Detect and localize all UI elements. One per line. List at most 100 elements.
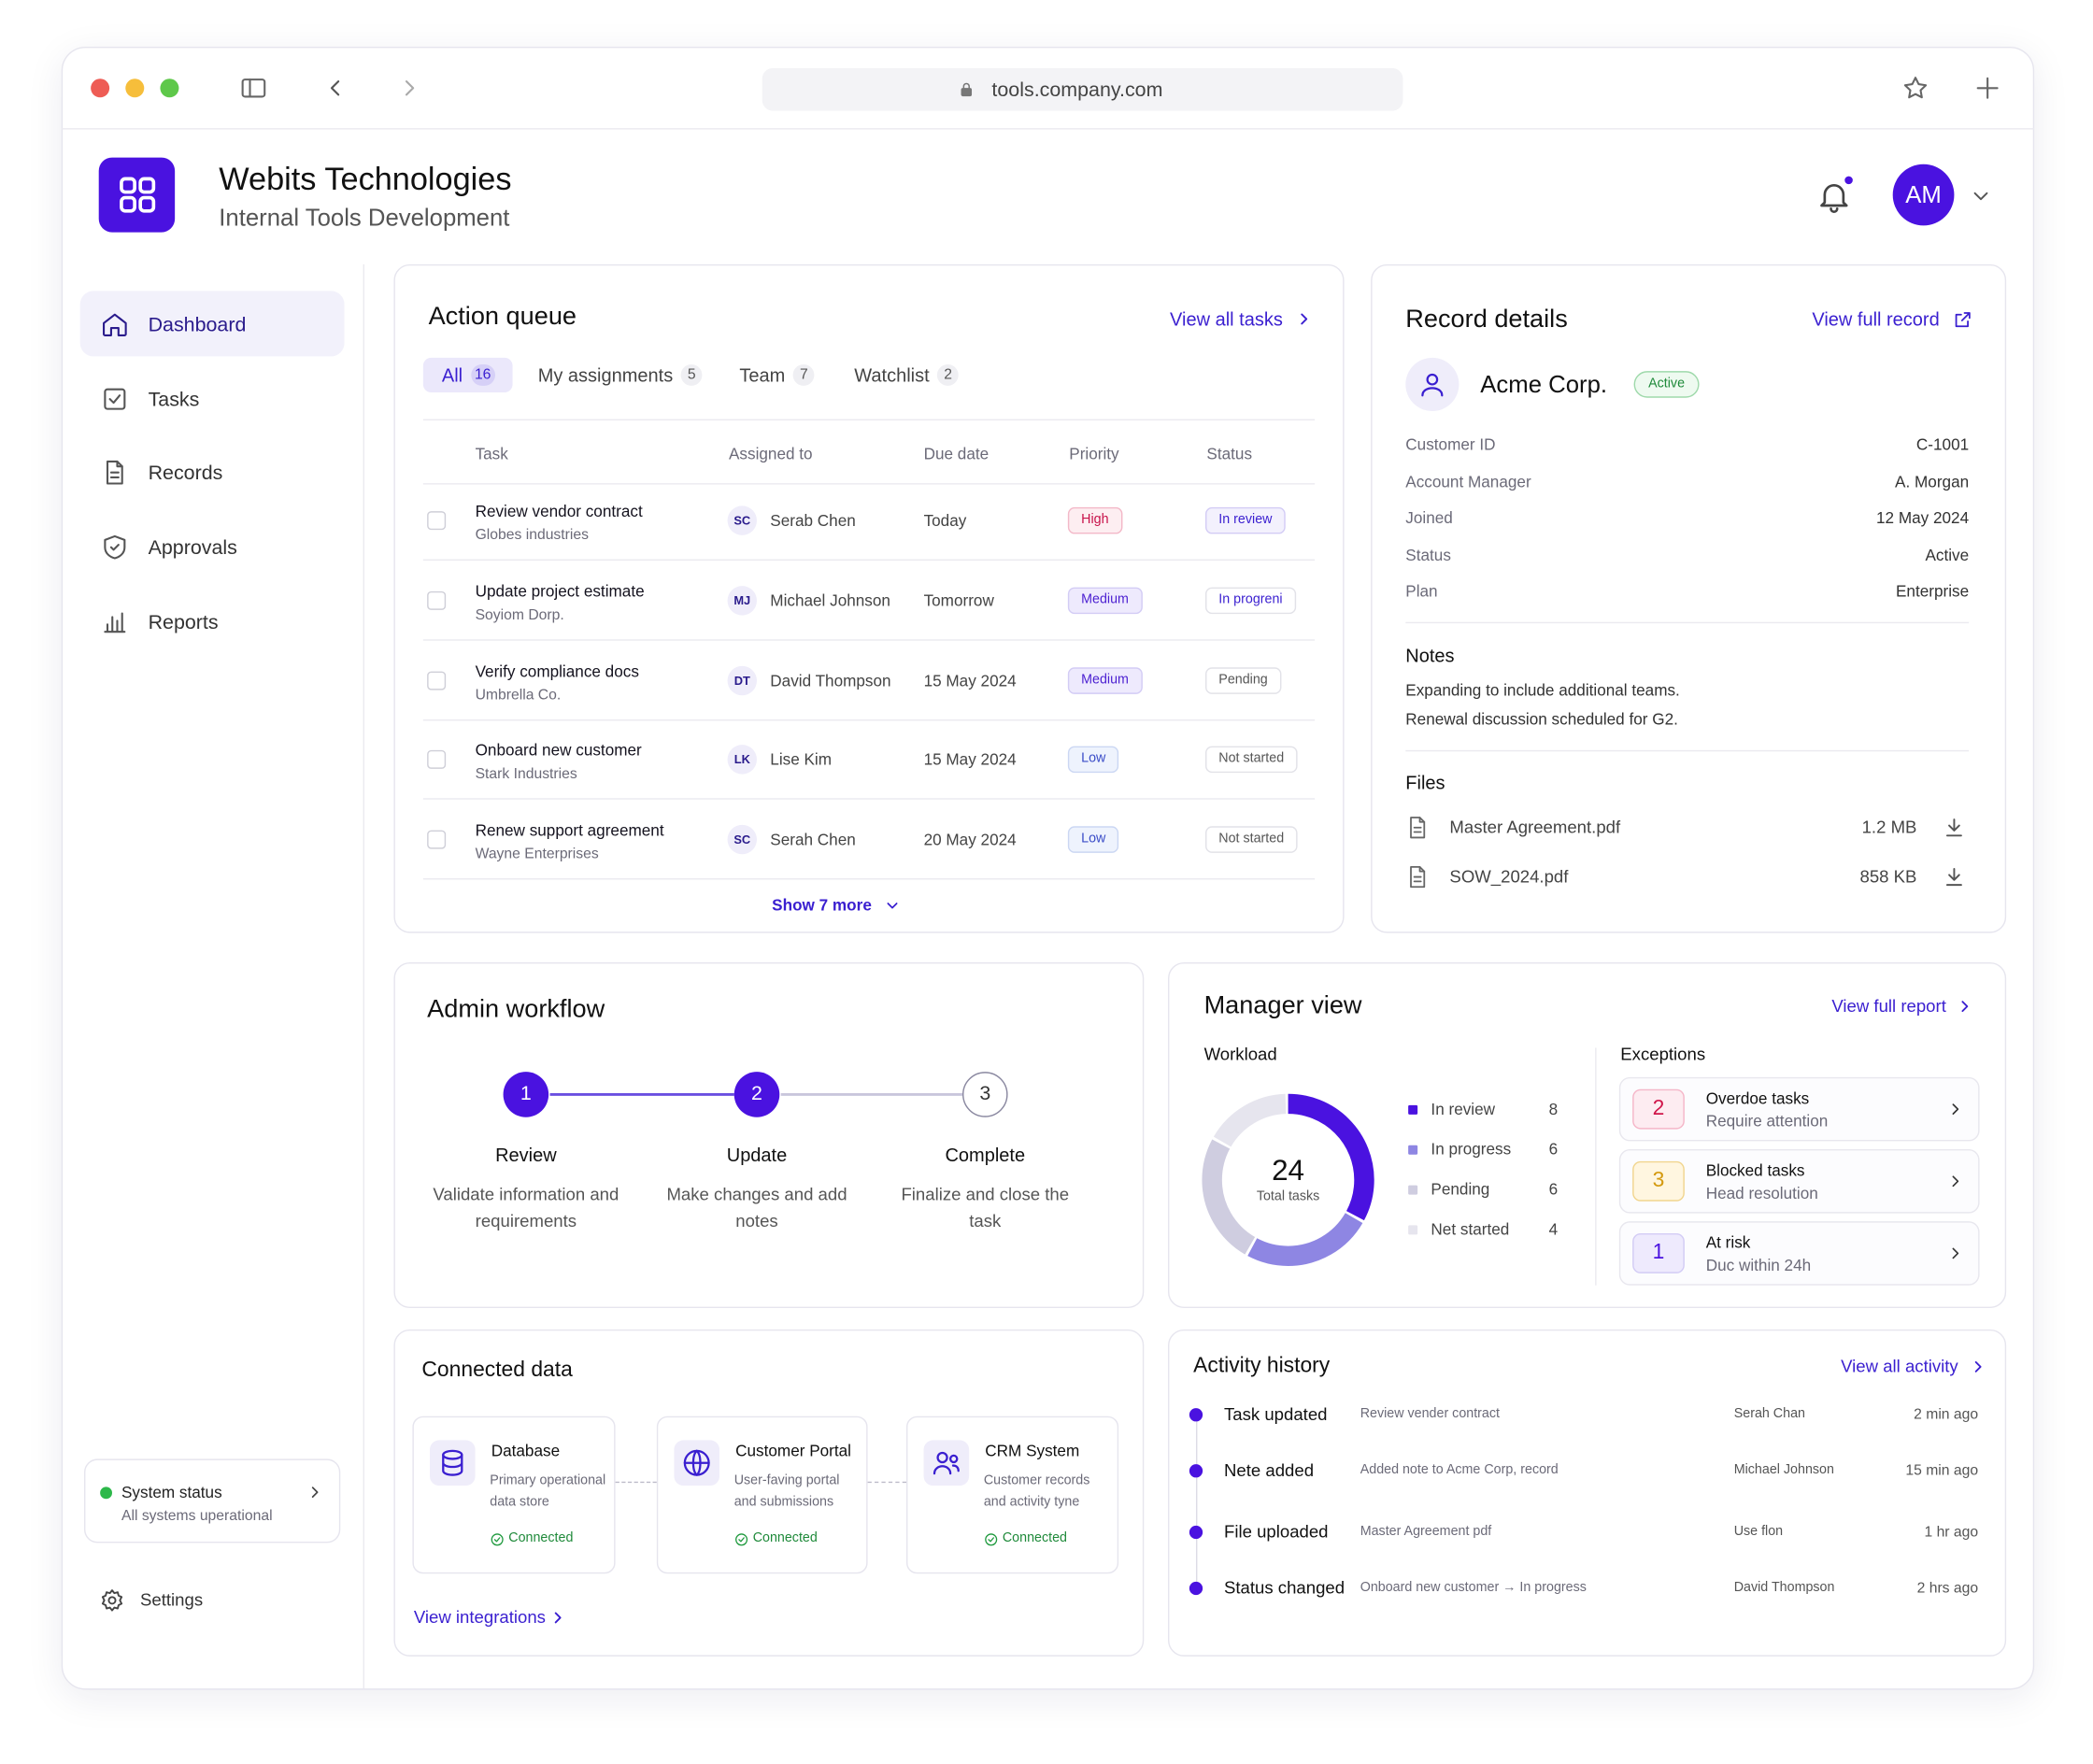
column-header: Task — [475, 443, 508, 462]
donut-segment — [1202, 1093, 1374, 1266]
sidebar-toggle[interactable] — [239, 74, 268, 103]
field-value: Active — [1925, 545, 1970, 564]
app-subtitle: Internal Tools Development — [219, 203, 510, 231]
nav-item[interactable]: Approvals — [148, 535, 237, 559]
download[interactable] — [1943, 816, 1967, 840]
workflow-card — [393, 961, 1145, 1308]
nav-icon[interactable] — [100, 533, 129, 562]
tab[interactable]: My assignments — [537, 363, 674, 386]
connected-icon-shape — [734, 1532, 748, 1545]
app-title: Webits Technologies — [219, 161, 512, 198]
nav-icon-shape — [109, 544, 120, 551]
exception-count: 1 — [1632, 1232, 1685, 1273]
tab[interactable]: Team — [739, 363, 786, 386]
priority-badge: Low — [1067, 746, 1119, 774]
step-connector — [549, 1092, 734, 1096]
download[interactable] — [1943, 865, 1967, 889]
settings-icon[interactable] — [99, 1587, 126, 1615]
logo-icon-shape — [137, 195, 155, 213]
card-link[interactable]: View full report — [1831, 995, 1946, 1017]
exception-count: 2 — [1632, 1088, 1685, 1130]
status-badge: In progreni — [1204, 587, 1296, 615]
url-bar[interactable] — [762, 67, 1403, 111]
download-shape — [1945, 818, 1962, 837]
step-title: Complete — [945, 1144, 1026, 1166]
assignee: Serab Chen — [770, 510, 856, 530]
record-avatar-icon-shape — [1426, 373, 1439, 386]
back-button[interactable] — [321, 75, 349, 102]
tab[interactable]: All — [441, 363, 463, 386]
nav-item[interactable]: Dashboard — [148, 312, 247, 336]
section-title: Files — [1405, 771, 1445, 793]
card-link[interactable]: View all activity — [1841, 1356, 1958, 1376]
window-dot[interactable] — [125, 78, 145, 98]
bookmark[interactable] — [1901, 74, 1929, 103]
notifications[interactable] — [1815, 178, 1853, 215]
timeline-dot — [1189, 1525, 1203, 1540]
nav-icon[interactable] — [100, 607, 129, 636]
assignee: Michael Johnson — [770, 590, 890, 610]
settings[interactable]: Settings — [139, 1589, 204, 1610]
show-more[interactable]: Show 7 more — [772, 894, 872, 914]
new-tab[interactable] — [1972, 74, 2001, 103]
card-title: Activity history — [1193, 1354, 1331, 1378]
row-checkbox[interactable] — [427, 749, 447, 769]
note-line: Renewal discussion scheduled for G2. — [1405, 709, 1678, 729]
row-checkbox[interactable] — [427, 511, 447, 531]
due-date: Today — [923, 510, 967, 530]
nav-item[interactable]: Reports — [148, 610, 219, 633]
activity-detail: Added note to Acme Corp, record — [1360, 1462, 1559, 1478]
avatar[interactable]: AM — [1892, 164, 1955, 226]
settings-icon-shape — [107, 1596, 117, 1605]
step-desc: Make changes and add notes — [666, 1184, 847, 1231]
forward-button[interactable] — [396, 75, 423, 102]
connected-icon — [490, 1532, 503, 1545]
row-checkbox[interactable] — [427, 671, 447, 690]
file-icon-shape — [1410, 865, 1426, 889]
row-checkbox[interactable] — [427, 590, 447, 610]
nav-item[interactable]: Tasks — [148, 387, 200, 411]
integration-icon-shape — [948, 1454, 959, 1464]
activity-detail: Review vender contract — [1360, 1406, 1500, 1422]
connected-icon — [734, 1532, 748, 1545]
file-name[interactable]: SOW_2024.pdf — [1449, 866, 1569, 887]
nav-item[interactable]: Records — [148, 461, 223, 484]
file-name[interactable]: Master Agreement.pdf — [1449, 817, 1621, 837]
status-card[interactable] — [83, 1458, 341, 1544]
donut-segment — [1202, 1093, 1374, 1266]
status-text: All systems uperational — [121, 1507, 273, 1524]
account-menu[interactable] — [1969, 184, 1993, 208]
step-circle: 2 — [733, 1072, 780, 1117]
status-open — [311, 1487, 319, 1498]
connector — [867, 1481, 906, 1484]
assignee: Lise Kim — [770, 749, 833, 769]
card-link[interactable]: View all tasks — [1170, 307, 1283, 330]
task-company: Wayne Enterprises — [475, 845, 599, 862]
legend-value: 8 — [1548, 1099, 1559, 1118]
integration-icon-shape — [933, 1465, 952, 1475]
nav-icon[interactable] — [100, 309, 129, 338]
nav-icon[interactable] — [100, 458, 129, 487]
card-link[interactable]: View integrations — [413, 1606, 546, 1628]
window-dot[interactable] — [91, 78, 110, 98]
window-dot[interactable] — [160, 78, 179, 98]
priority-badge: Medium — [1067, 667, 1143, 694]
integration-icon-shape — [442, 1449, 463, 1460]
card-link[interactable]: View full record — [1812, 307, 1940, 330]
toolbar-divider — [61, 128, 2035, 130]
assignee-initials: MJ — [727, 586, 757, 616]
legend-swatch — [1408, 1144, 1418, 1154]
status-dot — [100, 1487, 112, 1500]
field-label: Customer ID — [1405, 434, 1496, 453]
section-rule — [1405, 621, 1970, 624]
record-avatar-icon-shape — [1421, 387, 1444, 397]
row-checkbox[interactable] — [427, 830, 447, 849]
tab-active[interactable] — [422, 357, 513, 392]
tab[interactable]: Watchlist — [854, 363, 930, 386]
assignee-initials: LK — [727, 745, 757, 775]
connected-icon-shape — [490, 1532, 503, 1545]
tab-count: 16 — [470, 363, 495, 386]
integration-desc: Primary operational data store — [490, 1473, 606, 1510]
nav-icon[interactable] — [100, 384, 129, 413]
